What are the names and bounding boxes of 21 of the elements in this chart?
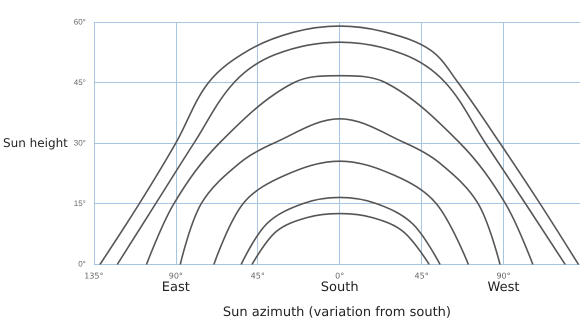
y-tick-label: 60° — [74, 18, 86, 26]
y-tick-label: 30° — [74, 138, 86, 148]
x-tick-label: 135° — [84, 272, 104, 280]
x-axis-title: Sun azimuth (variation from south) — [222, 305, 451, 320]
x-tick-label: 0° — [335, 272, 344, 280]
text: South — [320, 280, 359, 295]
line-series — [240, 196, 441, 265]
x-tick-label: 45° — [414, 272, 429, 280]
line-series — [146, 74, 534, 265]
y-tick-label: 15° — [74, 199, 86, 208]
y-axis-title: Sun height — [2, 136, 68, 150]
x-tick-label: 90° — [496, 272, 511, 280]
text: East — [162, 280, 190, 295]
line-series — [180, 118, 501, 265]
y-tick-label: 0° — [78, 260, 86, 268]
y-tick-label: 45° — [74, 78, 86, 87]
x-tick-label: 45° — [250, 272, 265, 280]
line-series — [251, 212, 430, 265]
text: West — [488, 280, 520, 295]
line-series — [213, 160, 470, 265]
x-tick-label: 90° — [168, 272, 183, 280]
